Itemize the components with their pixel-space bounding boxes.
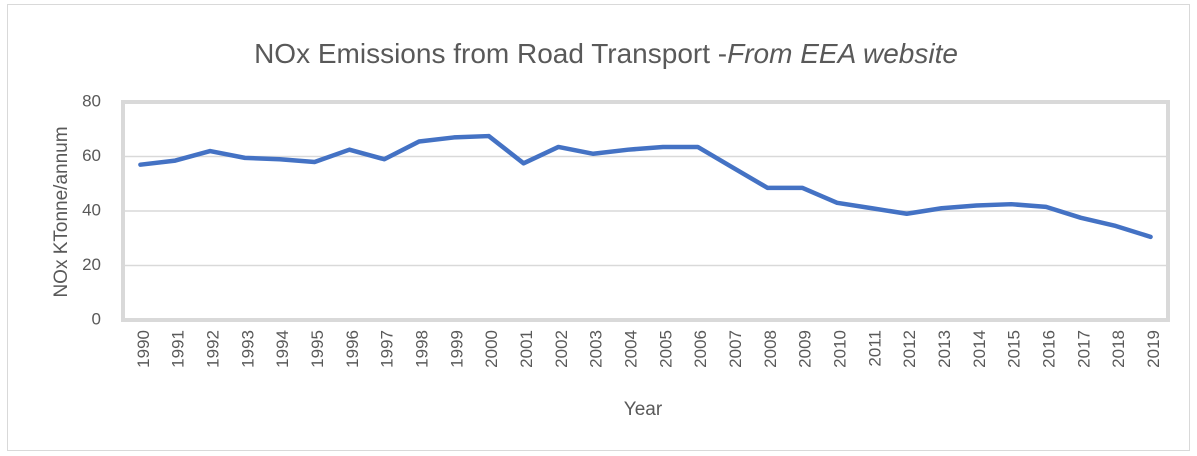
x-tick-label: 2006 [691, 330, 710, 368]
x-tick-label: 2012 [900, 330, 919, 368]
x-tick-label: 1999 [447, 330, 466, 368]
data-line [138, 133, 1153, 240]
x-tick-label: 1991 [169, 330, 188, 368]
x-tick-label: 2007 [726, 330, 745, 368]
x-tick-label: 1995 [308, 330, 327, 368]
x-tick-label: 2000 [482, 330, 501, 368]
x-tick-label: 2019 [1144, 330, 1163, 368]
x-tick-label: 2008 [761, 330, 780, 368]
x-tick-label: 1993 [238, 330, 257, 368]
x-tick-label: 2015 [1005, 330, 1024, 368]
x-tick-label: 2010 [831, 330, 850, 368]
chart-title: NOx Emissions from Road Transport -From … [254, 38, 958, 69]
y-tick-label: 20 [82, 255, 101, 274]
title-source: From EEA website [727, 38, 958, 69]
x-tick-label: 1990 [134, 330, 153, 368]
x-tick-label: 2017 [1074, 330, 1093, 368]
x-tick-label: 1996 [343, 330, 362, 368]
x-tick-label: 2002 [552, 330, 571, 368]
chart-border [7, 4, 1190, 451]
x-tick-label: 1994 [273, 330, 292, 368]
x-tick-label: 2018 [1109, 330, 1128, 368]
x-axis-label: Year [624, 399, 663, 420]
title-main: NOx Emissions from Road Transport - [254, 38, 727, 69]
y-tick-label: 80 [82, 91, 101, 110]
x-tick-label: 2011 [865, 330, 884, 367]
y-tick-label: 0 [92, 309, 101, 328]
x-tick-label: 2004 [622, 330, 641, 368]
x-tick-label: 2014 [970, 330, 989, 368]
x-tick-label: 2016 [1040, 330, 1059, 368]
y-tick-label: 60 [82, 146, 101, 165]
x-tick-label: 2013 [935, 330, 954, 368]
x-tick-label: 2005 [656, 330, 675, 368]
x-tick-label: 2009 [796, 330, 815, 368]
x-tick-label: 2003 [587, 330, 606, 368]
x-tick-label: 1998 [413, 330, 432, 368]
x-tick-label: 1997 [378, 330, 397, 368]
x-tick-label: 1992 [204, 330, 223, 368]
y-axis-label: NOx KTonne/annum [51, 126, 72, 297]
x-tick-label: 2001 [517, 330, 536, 368]
y-tick-label: 40 [82, 200, 101, 219]
